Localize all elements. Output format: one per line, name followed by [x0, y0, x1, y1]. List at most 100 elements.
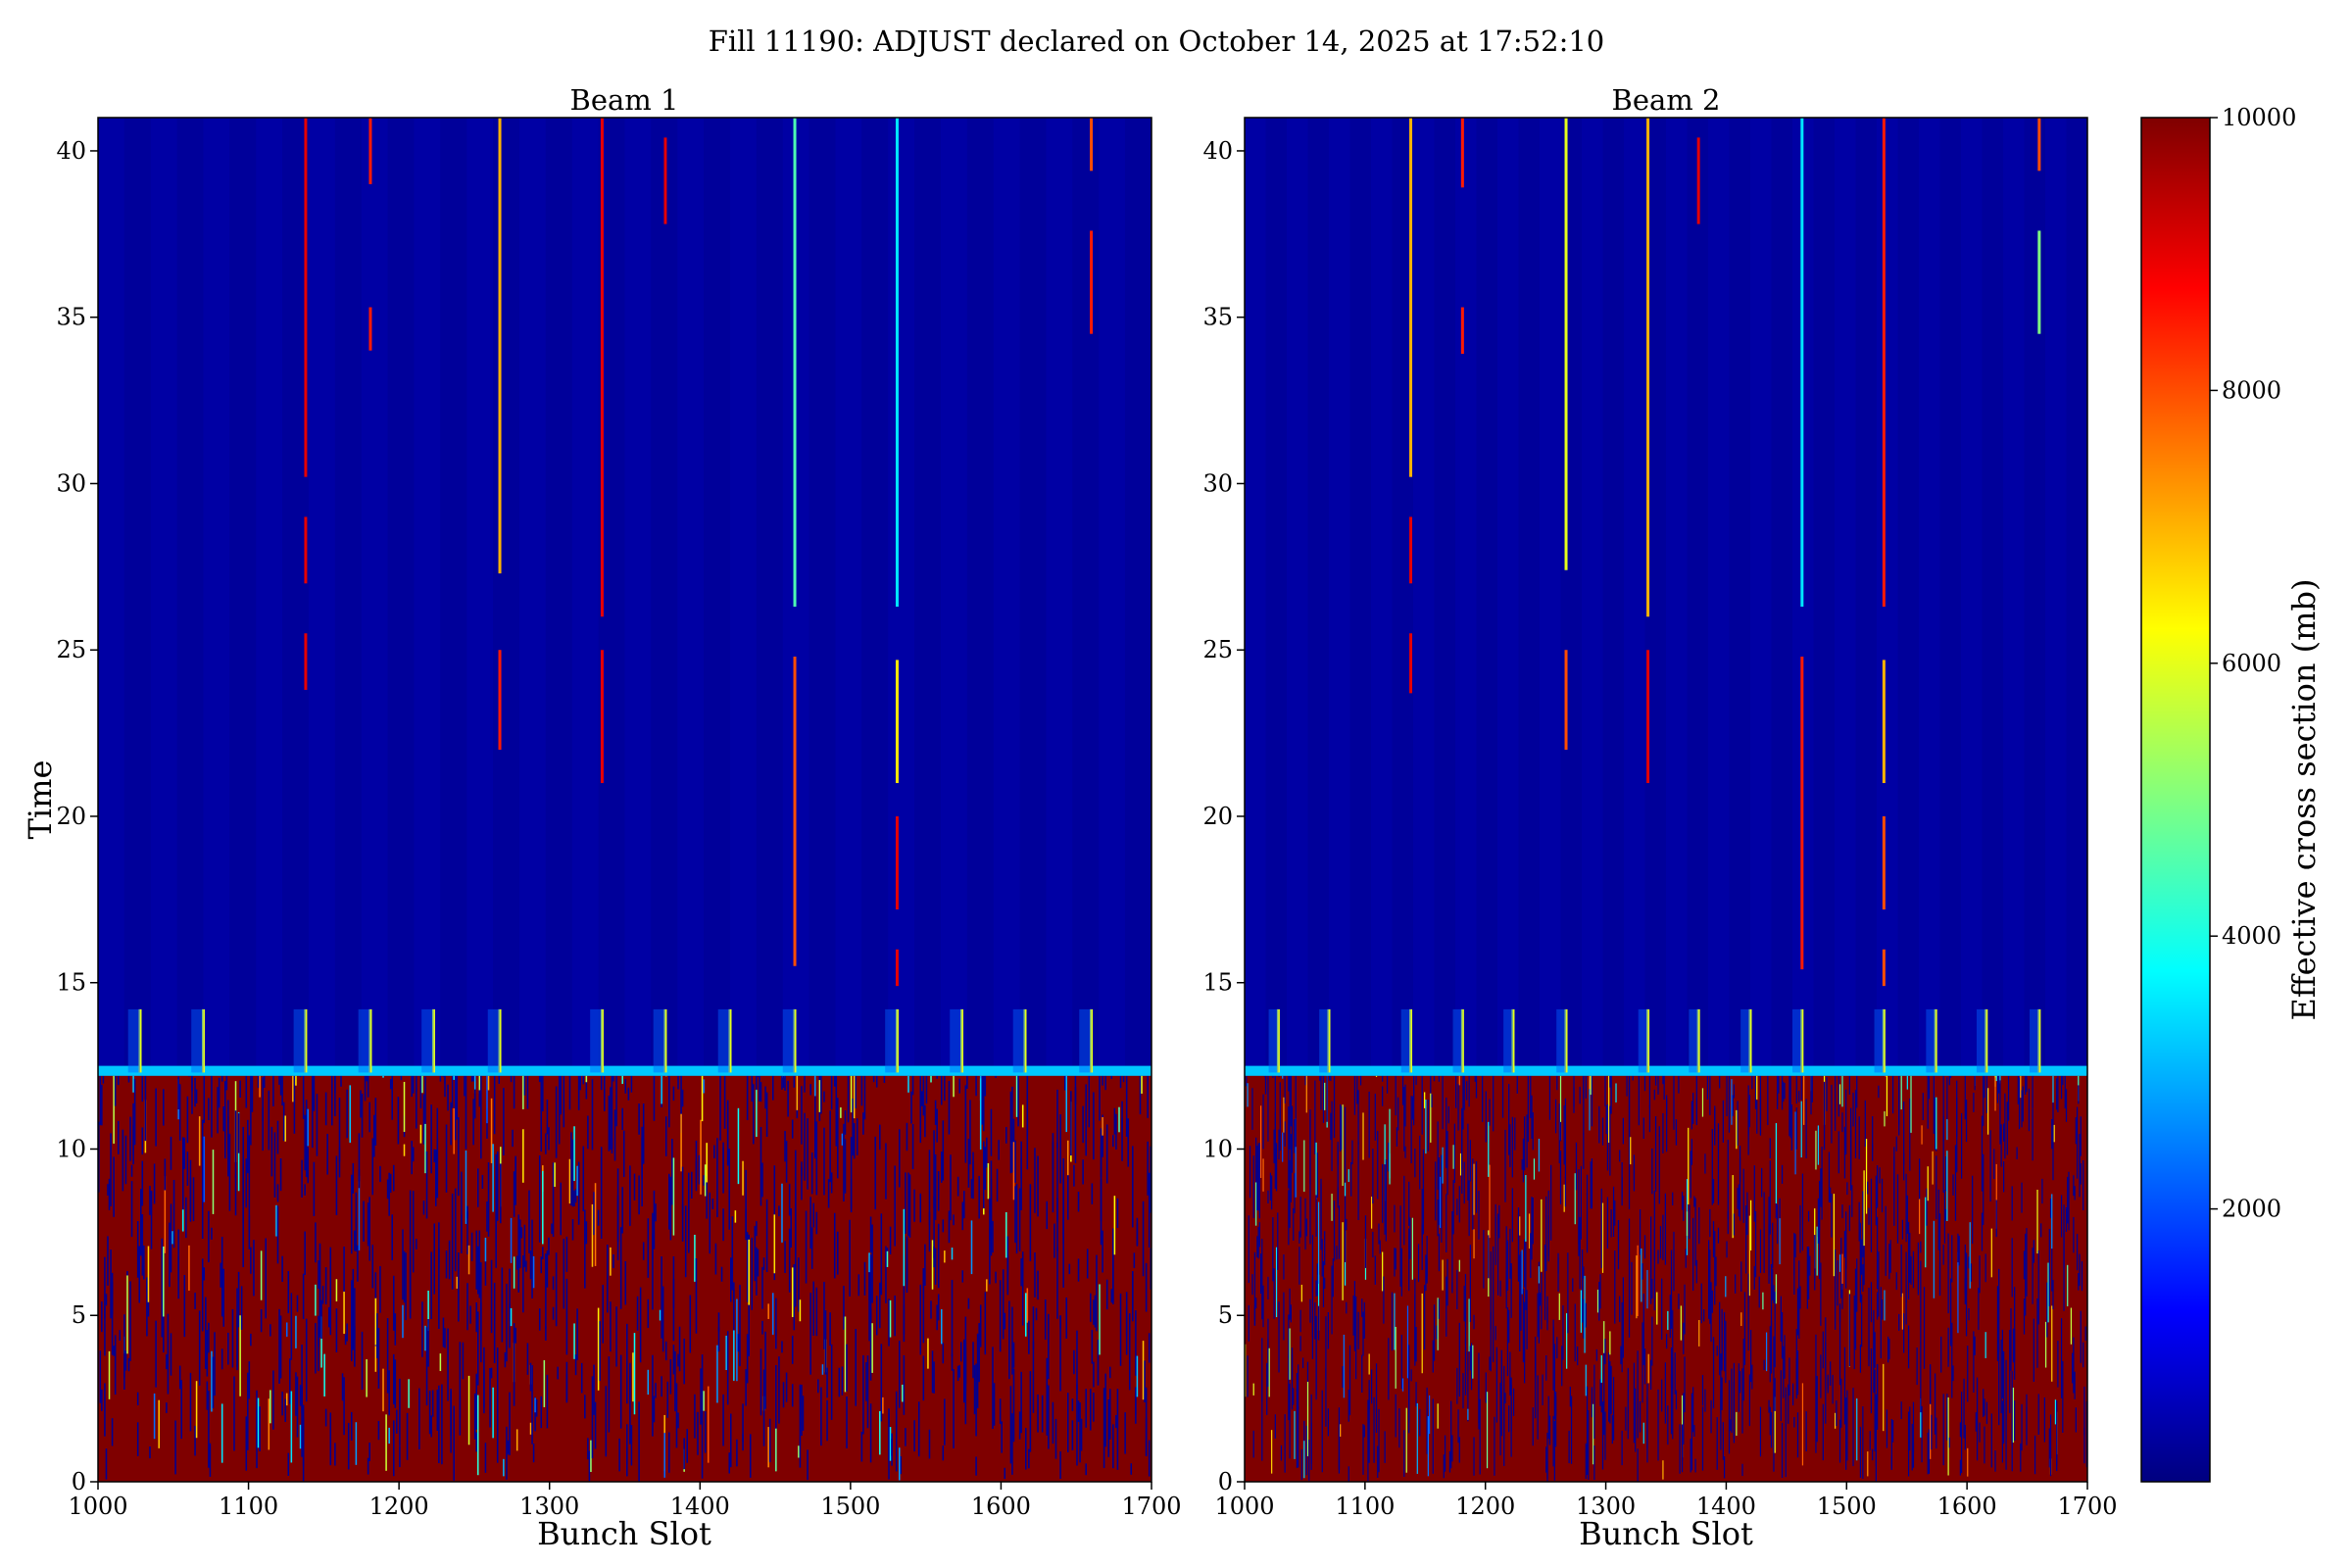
heatmap-cell	[532, 1444, 535, 1463]
heatmap-cell	[1781, 1422, 1784, 1479]
heatmap-cell	[1309, 1113, 1311, 1185]
heatmap-cell	[509, 1302, 511, 1348]
heatmap-cell	[1388, 1142, 1390, 1172]
heatmap-cell	[684, 1205, 687, 1278]
heatmap-cell	[964, 1085, 967, 1163]
heatmap-cell	[1722, 1100, 1724, 1143]
heatmap-cell	[2052, 1280, 2054, 1309]
heatmap-cell	[194, 1077, 196, 1107]
heatmap-spike	[202, 1008, 205, 1073]
heatmap-cell	[1969, 1222, 1971, 1289]
heatmap-cell	[666, 1381, 669, 1418]
heatmap-cell	[1803, 1075, 1805, 1125]
heatmap-cell	[1815, 1334, 1817, 1396]
heatmap-cell	[911, 1075, 914, 1096]
y-tick-label: 10	[56, 1135, 86, 1162]
heatmap-cell	[1790, 1104, 1792, 1151]
heatmap-cell	[745, 1169, 747, 1238]
heatmap-cell	[924, 1244, 926, 1287]
heatmap-cell	[1612, 1186, 1615, 1238]
heatmap-cell	[1846, 1390, 1848, 1461]
heatmap-cell	[1608, 1075, 1610, 1143]
heatmap-cell	[585, 1075, 588, 1083]
heatmap-cell	[1859, 1222, 1862, 1303]
heatmap-cell	[1299, 1336, 1301, 1351]
heatmap-cell	[668, 1173, 670, 1230]
heatmap-cell	[1681, 1192, 1684, 1210]
heatmap-cell	[1973, 1331, 1975, 1393]
heatmap-cell	[1415, 1326, 1417, 1362]
heatmap-cell	[1688, 1127, 1690, 1204]
heatmap-cell	[1886, 1075, 1888, 1117]
heatmap-cell	[2073, 1175, 2075, 1197]
heatmap-cell	[1255, 1298, 1257, 1309]
heatmap-cell	[1943, 1190, 1946, 1244]
heatmap-cell	[473, 1089, 476, 1119]
heatmap-cell	[927, 1338, 929, 1369]
heatmap-cell	[1777, 1075, 1779, 1106]
heatmap-cell	[1425, 1100, 1427, 1154]
heatmap-cell	[1662, 1460, 1664, 1480]
heatmap-cell	[506, 1284, 508, 1362]
heatmap-cell	[1026, 1288, 1029, 1323]
heatmap-cell	[140, 1189, 142, 1256]
heatmap-cell	[1499, 1382, 1501, 1456]
heatmap-cell	[1351, 1140, 1353, 1165]
heatmap-cell	[1278, 1075, 1280, 1078]
heatmap-band	[1961, 118, 1983, 1073]
heatmap-cell	[1968, 1256, 1970, 1269]
heatmap-cell	[577, 1075, 580, 1110]
y-tick-label: 25	[56, 636, 86, 663]
heatmap-cell	[1725, 1276, 1727, 1298]
heatmap-cell	[1868, 1207, 1870, 1225]
heatmap-cell	[1693, 1425, 1695, 1437]
heatmap-cell	[477, 1168, 479, 1207]
heatmap-cell	[984, 1147, 987, 1191]
heatmap-cell	[1968, 1307, 1970, 1321]
heatmap-cell	[928, 1429, 931, 1459]
heatmap-cell	[205, 1299, 207, 1322]
heatmap-cell	[155, 1320, 157, 1388]
heatmap-cell	[233, 1376, 235, 1451]
heatmap-cell	[1661, 1278, 1663, 1341]
heatmap-cell	[1291, 1353, 1294, 1381]
heatmap-cell	[1353, 1281, 1356, 1351]
heatmap-cell	[1430, 1093, 1432, 1143]
heatmap-cell	[621, 1107, 623, 1131]
heatmap-spike	[895, 1008, 899, 1073]
heatmap-cell	[1585, 1443, 1587, 1480]
heatmap-cell	[1662, 1112, 1664, 1153]
heatmap-cell	[263, 1075, 266, 1089]
heatmap-cell	[313, 1161, 316, 1216]
heatmap-cell	[129, 1116, 131, 1161]
heatmap-spike	[663, 1008, 667, 1073]
heatmap-cell	[944, 1250, 946, 1263]
heatmap-cell	[514, 1327, 516, 1344]
heatmap-cell	[2074, 1186, 2076, 1200]
heatmap-band	[309, 118, 335, 1073]
heatmap-cell	[756, 1075, 758, 1091]
heatmap-cell	[1721, 1320, 1723, 1361]
heatmap-cell	[1715, 1256, 1717, 1287]
heatmap-cell	[1583, 1266, 1585, 1279]
heatmap-cell	[1742, 1339, 1744, 1401]
heatmap-cell	[1773, 1336, 1775, 1406]
heatmap-cell	[1283, 1292, 1285, 1341]
heatmap-cell	[1832, 1375, 1834, 1404]
heatmap-cell	[1272, 1253, 1274, 1266]
heatmap-cell	[2003, 1161, 2005, 1193]
heatmap-cell	[1514, 1117, 1516, 1151]
heatmap-cell	[388, 1370, 390, 1416]
heatmap-cell	[1717, 1123, 1720, 1205]
heatmap-cell	[976, 1333, 979, 1409]
heatmap-cell	[1473, 1163, 1475, 1215]
heatmap-cell	[1267, 1318, 1269, 1360]
heatmap-band	[150, 118, 177, 1073]
heatmap-cell	[913, 1189, 915, 1222]
heatmap-band	[1582, 118, 1603, 1073]
heatmap-cell	[1510, 1384, 1512, 1432]
heatmap-cell	[1938, 1262, 1941, 1296]
heatmap-cell	[270, 1324, 271, 1337]
heatmap-cell	[451, 1193, 454, 1275]
